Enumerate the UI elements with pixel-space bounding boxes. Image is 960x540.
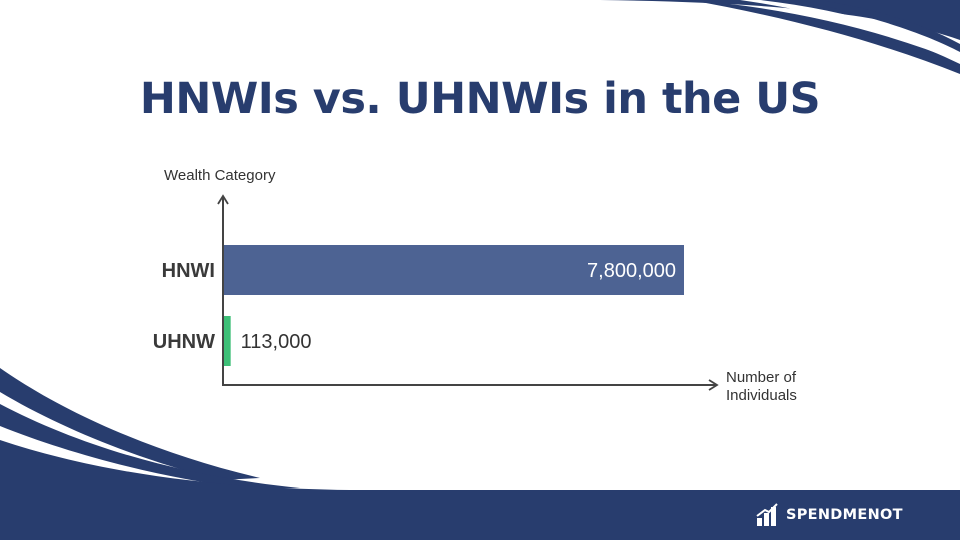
bar-series: HNWI 7,800,000 UHNW 113,000 (153, 245, 684, 366)
category-label-hnwi: HNWI (162, 260, 215, 282)
category-label-uhnw: UHNW (153, 331, 215, 353)
top-right-swoosh (600, 0, 960, 40)
brand-logo: SPENDMENOT (756, 502, 903, 528)
spendmenot-logo-icon (756, 503, 778, 526)
x-axis-label-line-2: Individuals (726, 387, 797, 404)
value-label-uhnw: 113,000 (241, 331, 312, 353)
y-axis-label: Wealth Category (164, 167, 276, 184)
bar-hnwi (224, 245, 684, 295)
chart-title: HNWIs vs. UHNWIs in the US (139, 74, 821, 124)
footer-band (0, 440, 960, 540)
bar-uhnw (224, 316, 231, 366)
value-label-hnwi: 7,800,000 (587, 260, 676, 282)
x-axis-label-line-1: Number of (726, 369, 797, 386)
bottom-left-stripe-2 (0, 404, 300, 489)
x-axis-label: Number of Individuals (726, 369, 800, 404)
brand-name: SPENDMENOT (786, 507, 903, 523)
